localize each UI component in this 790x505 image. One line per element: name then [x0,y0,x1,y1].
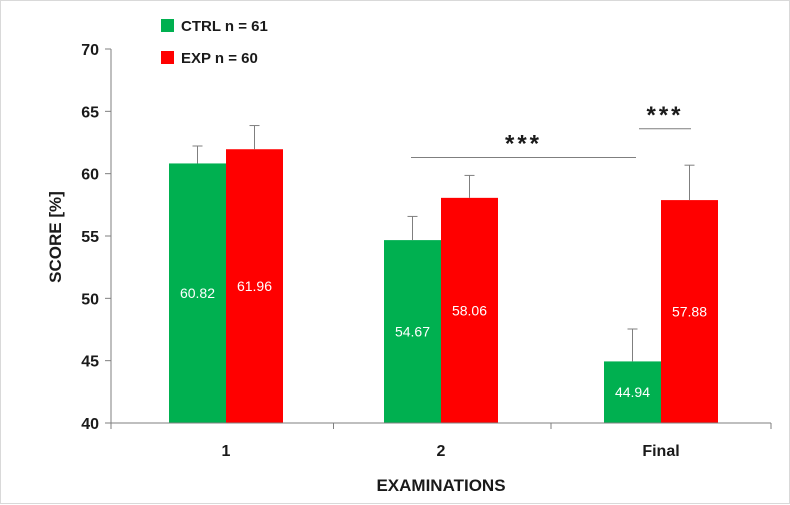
x-tick-label: 2 [437,443,446,460]
y-axis: 40 45 50 55 60 65 70 [81,42,112,433]
bar-exp-2 [661,200,718,423]
data-label: 60.82 [180,285,215,301]
significance-stars: *** [505,130,542,157]
bar-ctrl-2 [604,361,661,423]
legend-label-exp: EXP n = 60 [181,50,258,67]
legend-swatch-ctrl [161,19,174,32]
bar-exp-1 [441,197,498,423]
legend: CTRL n = 61 EXP n = 60 [161,18,268,67]
bar-exp-0 [226,149,283,423]
y-tick-label: 40 [81,416,99,433]
legend-label-ctrl: CTRL n = 61 [181,18,268,35]
legend-swatch-exp [161,51,174,64]
x-axis: 1 2 Final [110,422,772,460]
data-label: 44.94 [615,384,650,400]
y-tick-label: 50 [81,291,99,308]
significance-annotations: *** *** [411,102,691,158]
y-tick-label: 55 [81,229,99,246]
bar-ctrl-1 [384,240,441,423]
data-label: 58.06 [452,302,487,318]
y-tick-label: 60 [81,167,99,184]
y-axis-title: SCORE [%] [46,191,65,283]
data-label: 57.88 [672,304,707,320]
y-tick-label: 45 [81,354,99,371]
x-tick-label: Final [642,443,679,460]
x-axis-title: EXAMINATIONS [376,476,505,495]
data-label: 54.67 [395,324,430,340]
x-tick-label: 1 [222,443,231,460]
bar-ctrl-0 [169,163,226,423]
bars: 60.82 54.67 44.94 61.96 58.06 57.88 [169,125,718,423]
data-label: 61.96 [237,278,272,294]
y-tick-label: 70 [81,42,99,59]
y-tick-label: 65 [81,104,99,121]
significance-stars: *** [646,102,683,129]
